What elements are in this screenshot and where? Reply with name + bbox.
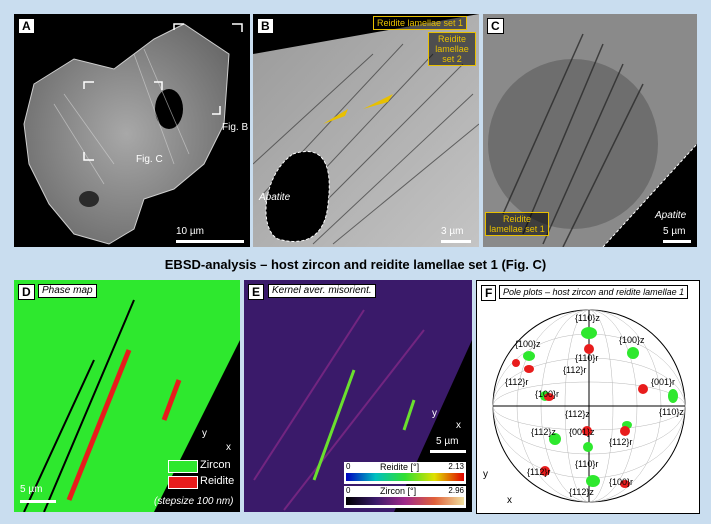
pole-label: {001}z xyxy=(569,427,595,437)
panel-tag: Phase map xyxy=(38,284,97,298)
pole-label: {112}r xyxy=(527,467,551,477)
pole-label: {112}z xyxy=(531,427,556,437)
panel-letter: A xyxy=(18,18,35,34)
reidite-colorbar-label: Reidite [°] xyxy=(380,462,420,472)
panel-letter: B xyxy=(257,18,274,34)
pole-label: {110}z xyxy=(659,407,684,417)
pole-label: {100}r xyxy=(535,389,560,399)
scale-label: 10 µm xyxy=(176,226,204,237)
reidite-colorbar-gradient xyxy=(346,473,464,481)
panel-letter: C xyxy=(487,18,504,34)
panel-b: B Reidite lamellae set 1 Reidite lamella… xyxy=(253,14,479,247)
fig-c-label: Fig. C xyxy=(136,154,163,165)
axis-x-label: x xyxy=(226,442,231,453)
pole-label: {110}z xyxy=(575,313,600,323)
panel-f: F Pole plots – host zircon and reidite l… xyxy=(476,280,700,514)
panel-letter: F xyxy=(481,285,497,301)
kernel-misorientation-map xyxy=(244,280,472,512)
panel-tag: Pole plots – host zircon and reidite lam… xyxy=(499,285,689,299)
panel-d: D Phase map y x Zircon Reidite 5 µm (ste… xyxy=(14,280,240,512)
stepsize-label: (stepsize 100 nm) xyxy=(154,496,234,507)
panel-e: E Kernel aver. misorient. y x 5 µm Reidi… xyxy=(244,280,472,512)
fig-b-label: Fig. B xyxy=(222,122,249,133)
reidite-colorbar: Reidite [°] 0 2.13 xyxy=(344,462,466,484)
zircon-colorbar-min: 0 xyxy=(346,486,351,495)
bse-image-c xyxy=(483,14,697,247)
axis-x-label: x xyxy=(456,420,461,431)
pole-figure xyxy=(492,309,686,503)
scale-bar xyxy=(176,240,244,243)
phase-map xyxy=(14,280,240,512)
scale-label: 3 µm xyxy=(441,226,464,237)
bse-image-b xyxy=(253,14,479,247)
zircon-legend-label: Zircon xyxy=(200,459,231,471)
scale-bar xyxy=(441,240,471,243)
scale-bar xyxy=(430,450,466,453)
reidite-colorbar-max: 2.13 xyxy=(448,462,464,471)
scale-label: 5 µm xyxy=(436,436,459,447)
pole-label: {112}r xyxy=(609,437,633,447)
scale-label: 5 µm xyxy=(20,484,43,495)
pole-label: {112}z xyxy=(569,487,594,497)
zircon-grain-image xyxy=(23,23,243,245)
axis-y-label: y xyxy=(202,428,207,439)
reidite-legend-swatch xyxy=(168,476,198,489)
panel-tag: Kernel aver. misorient. xyxy=(268,284,376,298)
section-banner: EBSD-analysis – host zircon and reidite … xyxy=(0,252,711,278)
pole-label: {112}r xyxy=(563,365,587,375)
pole-label: {110}r xyxy=(575,459,599,469)
panel-letter: D xyxy=(18,284,35,300)
axis-x-label: x xyxy=(507,495,512,506)
pole-label: {100}r xyxy=(609,477,634,487)
zircon-colorbar-max: 2.96 xyxy=(448,486,464,495)
apatite-label: Apatite xyxy=(655,210,687,221)
pole-label: {100}z xyxy=(619,335,645,345)
reidite-colorbar-min: 0 xyxy=(346,462,351,471)
axis-y-label: y xyxy=(483,469,488,480)
apatite-label: Apatite xyxy=(259,192,291,203)
panel-c: C Reidite lamellae set 1 Apatite 5 µm xyxy=(483,14,697,247)
reidite-set1-callout: Reidite lamellae set 1 xyxy=(485,212,549,236)
reidite-legend-label: Reidite xyxy=(200,475,235,487)
pole-label: {112}z xyxy=(565,409,590,419)
reidite-set2-callout: Reidite lamellae set 2 xyxy=(428,32,476,66)
pole-label: {001}r xyxy=(651,377,676,387)
pole-label: {110}r xyxy=(575,353,599,363)
panel-a: A Fig. B Fig. C 10 µm xyxy=(14,14,250,247)
axis-y-label: y xyxy=(432,408,437,419)
panel-letter: E xyxy=(248,284,265,300)
scale-label: 5 µm xyxy=(663,226,686,237)
scale-bar xyxy=(20,500,56,503)
zircon-legend-swatch xyxy=(168,460,198,473)
reidite-set1-callout: Reidite lamellae set 1 xyxy=(373,16,468,30)
zircon-colorbar-label: Zircon [°] xyxy=(380,486,417,496)
scale-bar xyxy=(663,240,691,243)
zircon-colorbar-gradient xyxy=(346,497,464,505)
pole-label: {100}z xyxy=(515,339,541,349)
zircon-colorbar: Zircon [°] 0 2.96 xyxy=(344,486,466,508)
pole-label: {112}r xyxy=(505,377,529,387)
